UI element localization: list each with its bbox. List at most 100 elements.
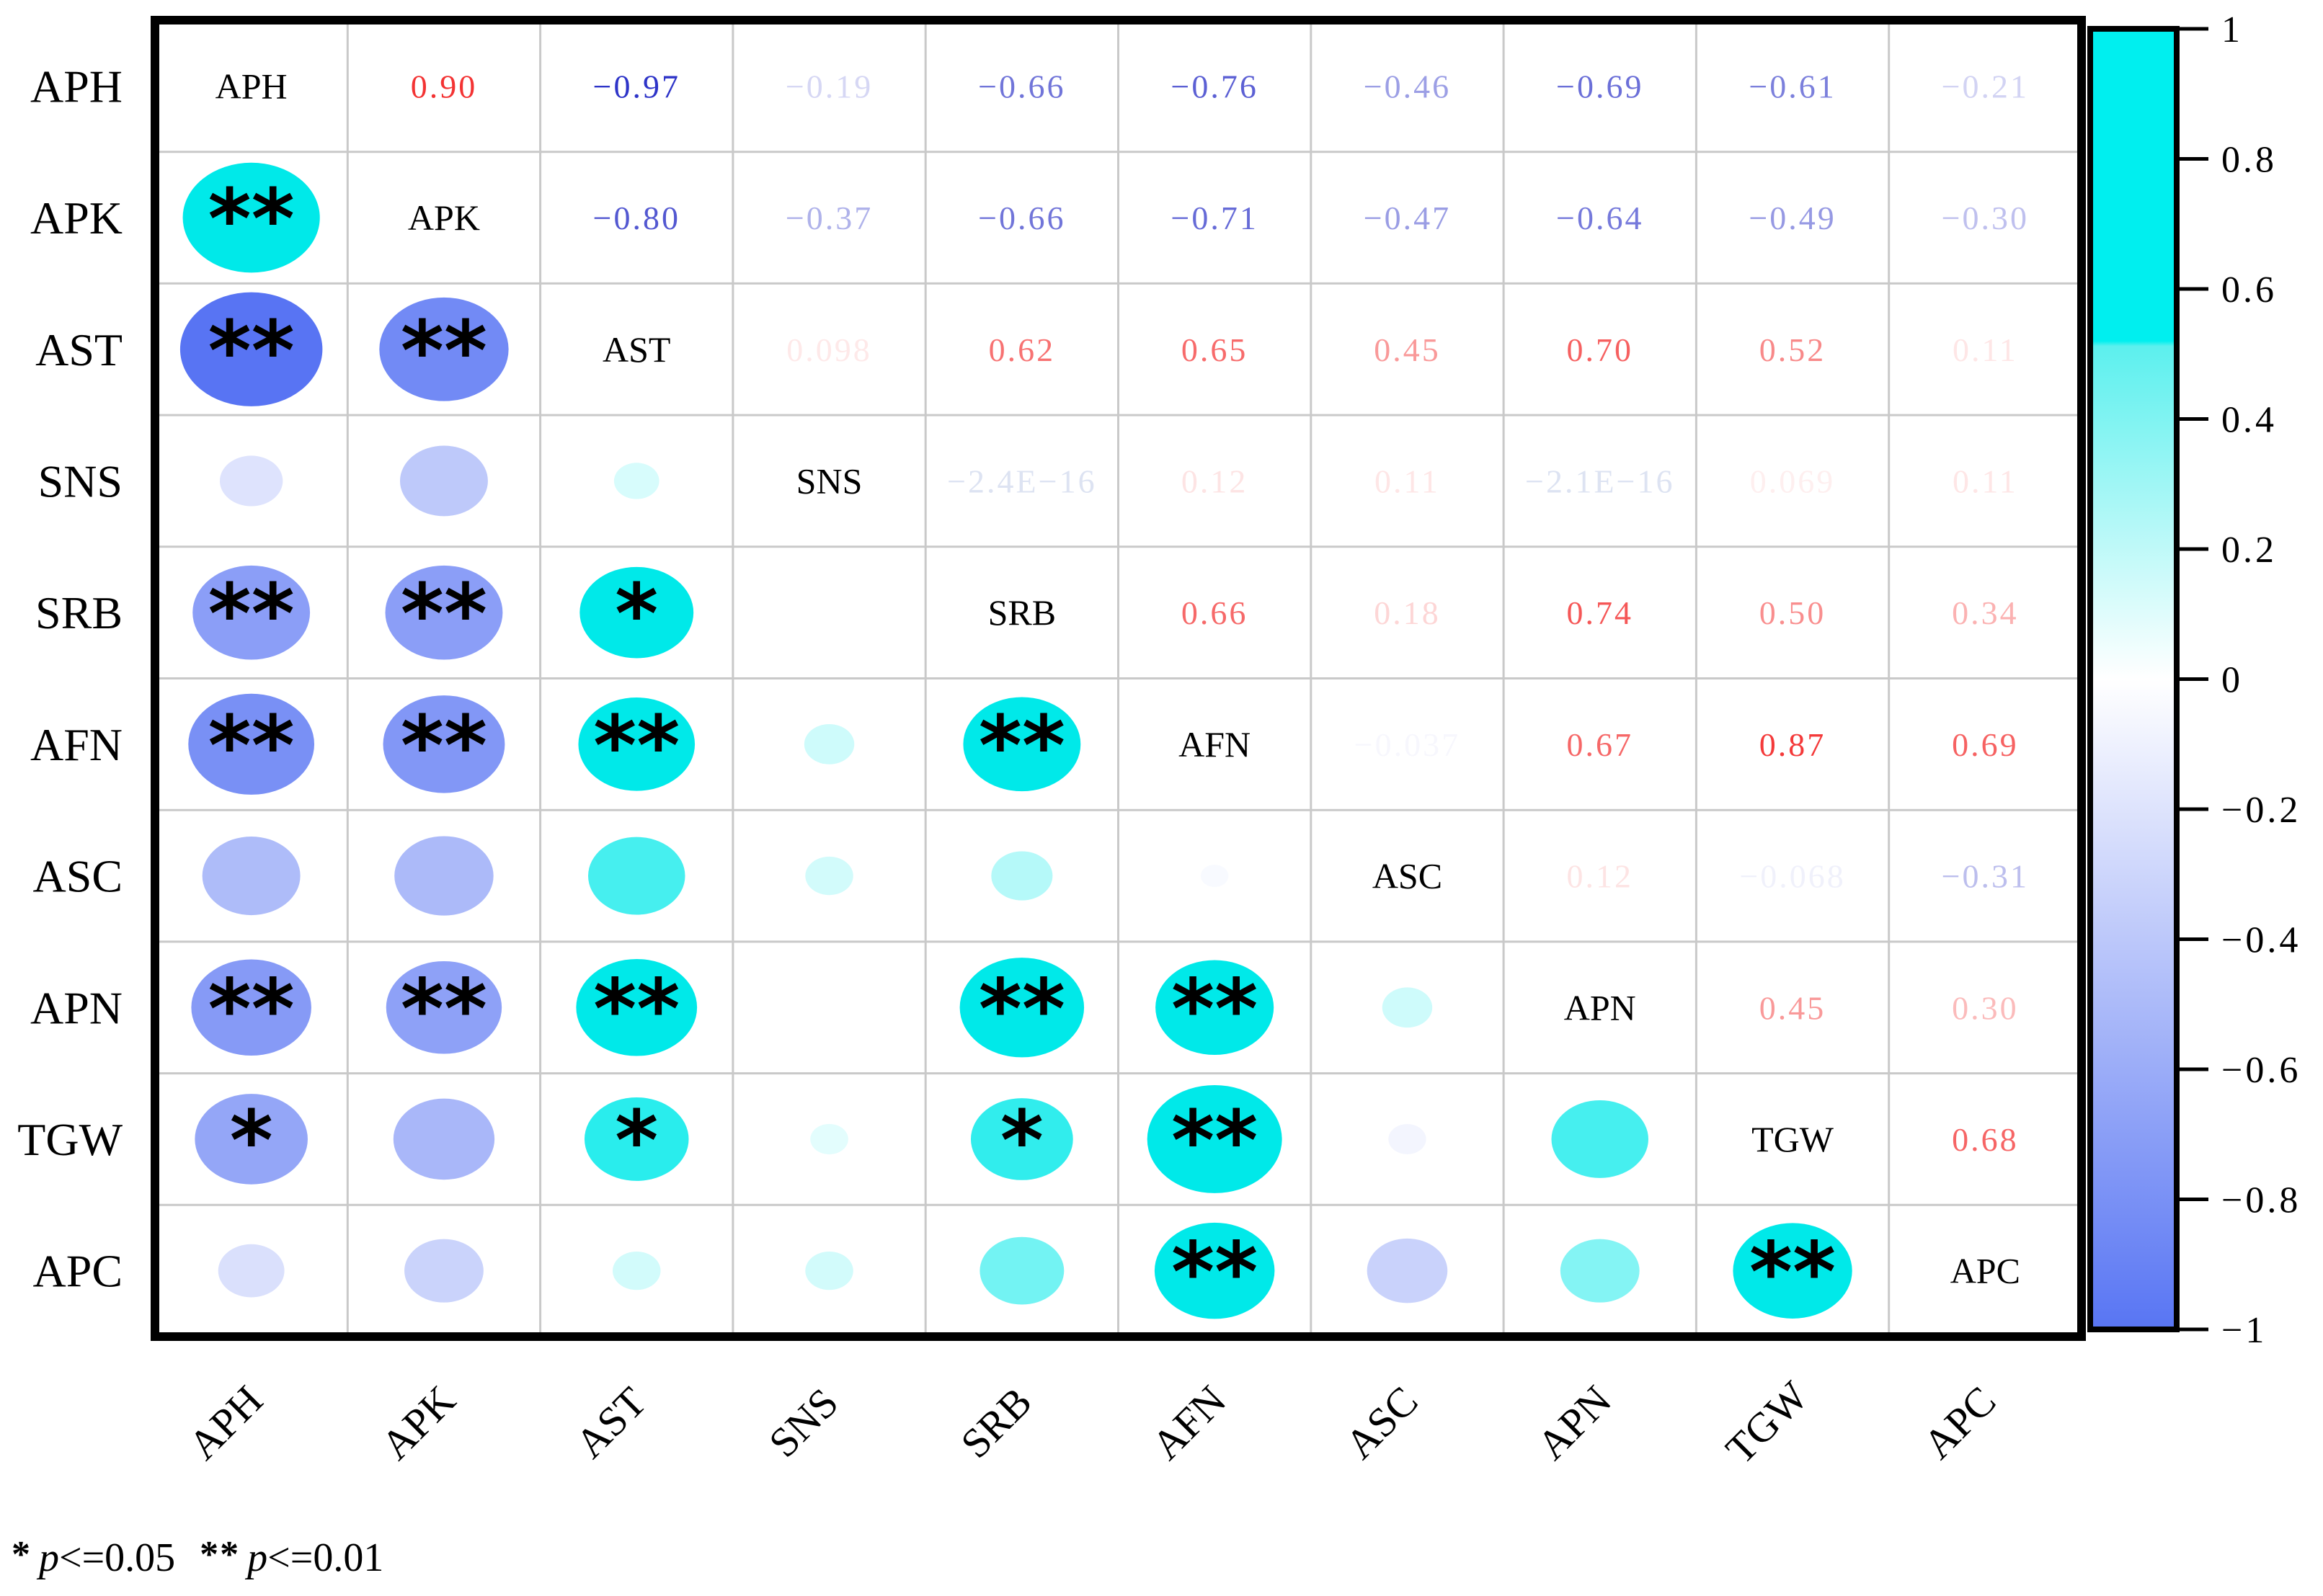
significance-stars: ** <box>1749 1225 1836 1321</box>
correlation-circle <box>393 1098 495 1180</box>
correlation-circle <box>182 162 320 273</box>
correlation-circle <box>991 851 1053 901</box>
correlation-circle <box>385 565 503 660</box>
colorbar-tick-label: 0.6 <box>2221 269 2277 311</box>
footnote-p-symbol: p <box>247 1535 268 1580</box>
significance-stars: * <box>230 1093 273 1190</box>
significance-stars: ** <box>401 961 487 1058</box>
correlation-value-label: −0.037 <box>1354 726 1460 763</box>
row-axis-label: APN <box>30 982 123 1033</box>
correlation-value-label: −0.66 <box>978 200 1065 236</box>
correlation-value-label: −0.19 <box>786 68 873 104</box>
correlation-circle <box>1551 1100 1648 1178</box>
colorbar-tick-label: −0.6 <box>2221 1050 2301 1091</box>
significance-stars: ** <box>979 698 1065 795</box>
significance-stars: * <box>1000 1093 1044 1190</box>
correlation-circle <box>576 958 698 1056</box>
colorbar-tick-label: 1 <box>2221 9 2243 50</box>
colorbar-tick-label: 0.8 <box>2221 140 2277 181</box>
correlation-circle <box>588 837 685 915</box>
correlation-circle <box>379 297 509 401</box>
correlation-circle <box>202 837 301 916</box>
significance-stars: ** <box>208 171 295 268</box>
row-axis-label: AST <box>35 324 123 375</box>
correlation-value-label: 0.30 <box>1952 989 2019 1026</box>
correlation-circle <box>179 292 323 406</box>
correlation-value-label: −0.66 <box>978 68 1065 104</box>
correlation-circle <box>970 1098 1073 1180</box>
correlation-value-label: −0.64 <box>1556 200 1643 236</box>
colorbar-tick-label: −1 <box>2221 1310 2267 1351</box>
correlation-circle <box>810 1123 848 1155</box>
correlation-circle <box>1155 960 1274 1056</box>
correlation-circle <box>579 566 694 659</box>
correlation-value-label: 0.45 <box>1374 331 1441 368</box>
colorbar-tick-label: 0.2 <box>2221 530 2277 571</box>
correlation-circle <box>188 693 315 795</box>
correlation-value-label: 0.68 <box>1952 1121 2019 1158</box>
correlation-value-label: 0.45 <box>1759 989 1826 1026</box>
correlation-value-label: 0.69 <box>1952 726 2019 763</box>
significance-stars: ** <box>593 698 680 795</box>
correlation-value-label: 0.87 <box>1759 726 1826 763</box>
correlation-value-label: 0.62 <box>989 331 1056 368</box>
correlation-circle <box>383 695 505 793</box>
correlation-value-label: 0.12 <box>1181 463 1248 499</box>
correlation-value-label: 0.70 <box>1567 331 1634 368</box>
correlation-value-label: −0.61 <box>1749 68 1836 104</box>
correlation-circle <box>1733 1223 1852 1319</box>
significance-stars: ** <box>208 303 295 400</box>
correlation-circle <box>963 697 1081 792</box>
correlation-value-label: −0.068 <box>1739 858 1845 895</box>
correlation-circle <box>1382 987 1433 1028</box>
correlation-circle <box>1147 1084 1282 1193</box>
colorbar-tick-label: −0.4 <box>2221 920 2301 961</box>
footnote-threshold-005: <=0.05 <box>59 1535 176 1580</box>
row-axis-label: TGW <box>17 1114 123 1165</box>
diagonal-variable-label: SRB <box>988 592 1057 633</box>
correlation-circle <box>218 1244 285 1298</box>
correlation-circle <box>195 1094 308 1185</box>
correlation-value-label: 0.069 <box>1750 463 1836 499</box>
correlation-value-label: −0.21 <box>1942 68 2029 104</box>
correlation-value-label: 0.90 <box>411 68 478 104</box>
correlation-value-label: 0.65 <box>1181 331 1248 368</box>
correlation-circle <box>219 455 283 507</box>
colorbar <box>2087 26 2180 1332</box>
correlation-value-label: 0.11 <box>1953 331 2018 368</box>
significance-stars: ** <box>593 961 680 1058</box>
correlation-circle <box>805 856 853 896</box>
row-axis-label: AFN <box>30 719 123 770</box>
correlation-value-label: −2.1E−16 <box>1525 463 1674 499</box>
correlation-value-label: 0.18 <box>1374 594 1441 631</box>
diagonal-variable-label: ASC <box>1372 856 1442 896</box>
significance-stars: ** <box>208 961 295 1058</box>
matrix-border <box>151 16 2086 1341</box>
significance-stars: ** <box>401 303 487 400</box>
correlation-circle <box>1200 865 1229 888</box>
colorbar-tick-label: −0.2 <box>2221 790 2301 831</box>
footnote-p-symbol: p <box>39 1535 59 1580</box>
correlation-circle <box>1154 1222 1275 1319</box>
correlation-value-label: −0.80 <box>593 200 680 236</box>
correlation-circle <box>192 565 311 660</box>
correlation-value-label: 0.12 <box>1567 858 1634 895</box>
correlation-circle <box>578 697 696 791</box>
significance-stars: ** <box>979 961 1065 1058</box>
correlation-value-label: 0.67 <box>1567 726 1634 763</box>
correlation-circle <box>613 1251 661 1290</box>
correlation-value-label: −0.46 <box>1364 68 1451 104</box>
correlation-value-label: 0.74 <box>1567 594 1634 631</box>
correlation-circle <box>386 960 502 1054</box>
correlation-circle <box>959 958 1085 1058</box>
diagonal-variable-label: AFN <box>1178 724 1251 764</box>
row-axis-label: APK <box>30 192 123 244</box>
footnote-threshold-001: <=0.01 <box>267 1535 384 1580</box>
diagonal-variable-label: TGW <box>1751 1119 1834 1159</box>
correlation-value-label: −0.97 <box>593 68 680 104</box>
significance-stars: ** <box>1171 1225 1258 1321</box>
significance-stars: * <box>615 566 658 663</box>
significance-footnote: * p<=0.05 ** p<=0.01 <box>12 1533 383 1581</box>
correlation-circle <box>399 445 488 517</box>
